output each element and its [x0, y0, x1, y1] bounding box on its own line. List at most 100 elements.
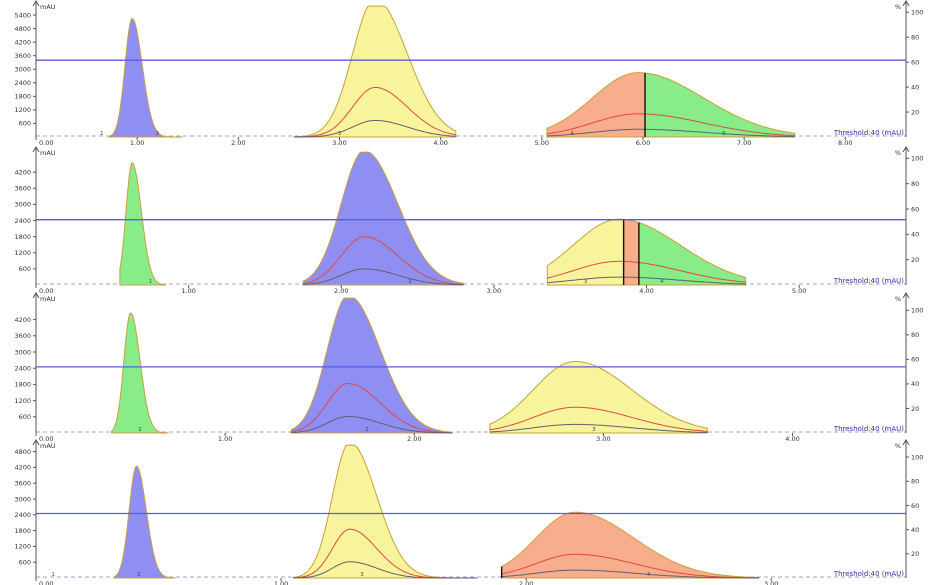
x-tick-label: 4.00: [785, 435, 799, 443]
right-tick-label: 20: [911, 550, 919, 558]
fraction-trace-red-2: [294, 86, 456, 138]
fraction-trace-red-3: [547, 260, 624, 279]
peak-3: [546, 72, 646, 138]
fraction-label: 3: [338, 131, 342, 137]
fraction-trace-red-5: [638, 262, 746, 283]
left-axis-unit: mAU: [40, 149, 56, 157]
fraction-label: 4: [570, 131, 574, 137]
x-tick-label: 8.00: [838, 139, 852, 147]
fraction-trace-red-2: [291, 382, 453, 434]
y-tick-label: 1800: [14, 381, 31, 389]
fraction-trace-red-3: [501, 553, 759, 579]
fraction-label: 4: [647, 572, 651, 578]
y-tick-label: 3600: [14, 185, 31, 193]
x-tick-label: 0.00: [39, 580, 53, 585]
fraction-trace-dark-2: [291, 416, 453, 434]
peak-3: [501, 511, 760, 579]
x-tick-label: 3.00: [764, 580, 778, 585]
x-tick-label: 0.00: [39, 435, 53, 443]
peak-4: [644, 72, 796, 138]
y-tick-label: 1200: [14, 543, 31, 551]
peak-1: [111, 312, 169, 434]
right-tick-label: 100: [911, 307, 923, 315]
right-tick-label: 20: [911, 108, 919, 116]
threshold-label: Threshold:40 (mAU): [833, 277, 904, 285]
left-axis-arrow: [32, 292, 40, 299]
y-tick-label: 3600: [14, 479, 31, 487]
x-tick-label: 4.00: [433, 139, 447, 147]
right-axis-arrow: [902, 292, 910, 299]
y-tick-label: 3600: [14, 52, 31, 60]
fraction-label: 3: [592, 427, 596, 433]
right-tick-label: 100: [911, 453, 923, 461]
fraction-trace-red-4: [644, 113, 795, 137]
x-tick-label: 2.00: [334, 287, 348, 295]
right-axis-arrow: [902, 0, 910, 7]
x-tick-label: 3.00: [332, 139, 346, 147]
right-tick-label: 40: [911, 380, 919, 388]
fraction-trace-dark-3: [501, 569, 759, 579]
y-tick-label: 4800: [14, 25, 31, 33]
fraction-trace-red-3: [489, 406, 708, 432]
fraction-label: 5: [722, 131, 726, 137]
y-tick-label: 3000: [14, 495, 31, 503]
fraction-trace-dark-4: [644, 128, 795, 138]
y-tick-label: 4200: [14, 38, 31, 46]
right-tick-label: 40: [911, 83, 919, 91]
fraction-trace-dark-3: [547, 276, 624, 284]
fraction-trace-red-3: [546, 113, 646, 135]
y-tick-label: 3600: [14, 332, 31, 340]
fraction-label: 2: [156, 131, 160, 137]
y-tick-label: 600: [19, 413, 31, 421]
right-axis-unit: %: [895, 442, 901, 450]
threshold-label: Threshold:40 (mAU): [833, 570, 904, 578]
y-tick-label: 3000: [14, 201, 31, 209]
x-tick-label: 3.00: [596, 435, 610, 443]
y-tick-label: 1200: [14, 106, 31, 114]
fraction-label: 1: [51, 572, 55, 578]
right-axis-unit: %: [895, 295, 901, 303]
fraction-label: 1: [138, 427, 142, 433]
right-tick-label: 60: [911, 502, 919, 510]
right-tick-label: 40: [911, 526, 919, 534]
fraction-trace-red-4: [623, 260, 639, 263]
fraction-trace-dark-2: [303, 268, 464, 286]
right-tick-label: 20: [911, 256, 919, 264]
y-tick-label: 3000: [14, 66, 31, 74]
peak-4: [623, 218, 640, 286]
y-tick-label: 4800: [14, 448, 31, 456]
x-tick-label: 1.00: [218, 435, 232, 443]
right-tick-label: 100: [911, 9, 923, 17]
right-tick-label: 80: [911, 478, 919, 486]
x-tick-label: 0.00: [39, 139, 53, 147]
peak-1: [119, 162, 167, 286]
left-axis-unit: mAU: [40, 295, 56, 303]
x-tick-label: 1.00: [130, 139, 144, 147]
x-tick-label: 5.00: [535, 139, 549, 147]
y-tick-label: 1200: [14, 249, 31, 257]
right-axis-arrow: [902, 146, 910, 153]
y-tick-label: 1200: [14, 397, 31, 405]
fraction-label: 1: [100, 131, 104, 137]
y-tick-label: 4200: [14, 316, 31, 324]
x-tick-label: 2.00: [519, 580, 533, 585]
peak-2: [302, 151, 464, 286]
right-tick-label: 80: [911, 180, 919, 188]
right-axis-unit: %: [895, 149, 901, 157]
y-tick-label: 2400: [14, 365, 31, 373]
peak-2: [293, 5, 457, 138]
right-tick-label: 100: [911, 155, 923, 163]
y-tick-label: 4200: [14, 168, 31, 176]
x-tick-label: 7.00: [737, 139, 751, 147]
fraction-label: 2: [408, 279, 412, 285]
chart-panel-4: mAU 600 1200 1800 2400 3000 3600 4200 4800% 20 40 6…: [14, 439, 923, 585]
peak-5: [638, 221, 747, 286]
x-tick-label: 5.00: [792, 287, 806, 295]
right-tick-label: 60: [911, 58, 919, 66]
fraction-label: 3: [584, 279, 588, 285]
y-tick-label: 4200: [14, 464, 31, 472]
peak-1: [113, 465, 176, 579]
fraction-trace-dark-5: [638, 277, 746, 285]
x-tick-label: 1.00: [181, 287, 195, 295]
